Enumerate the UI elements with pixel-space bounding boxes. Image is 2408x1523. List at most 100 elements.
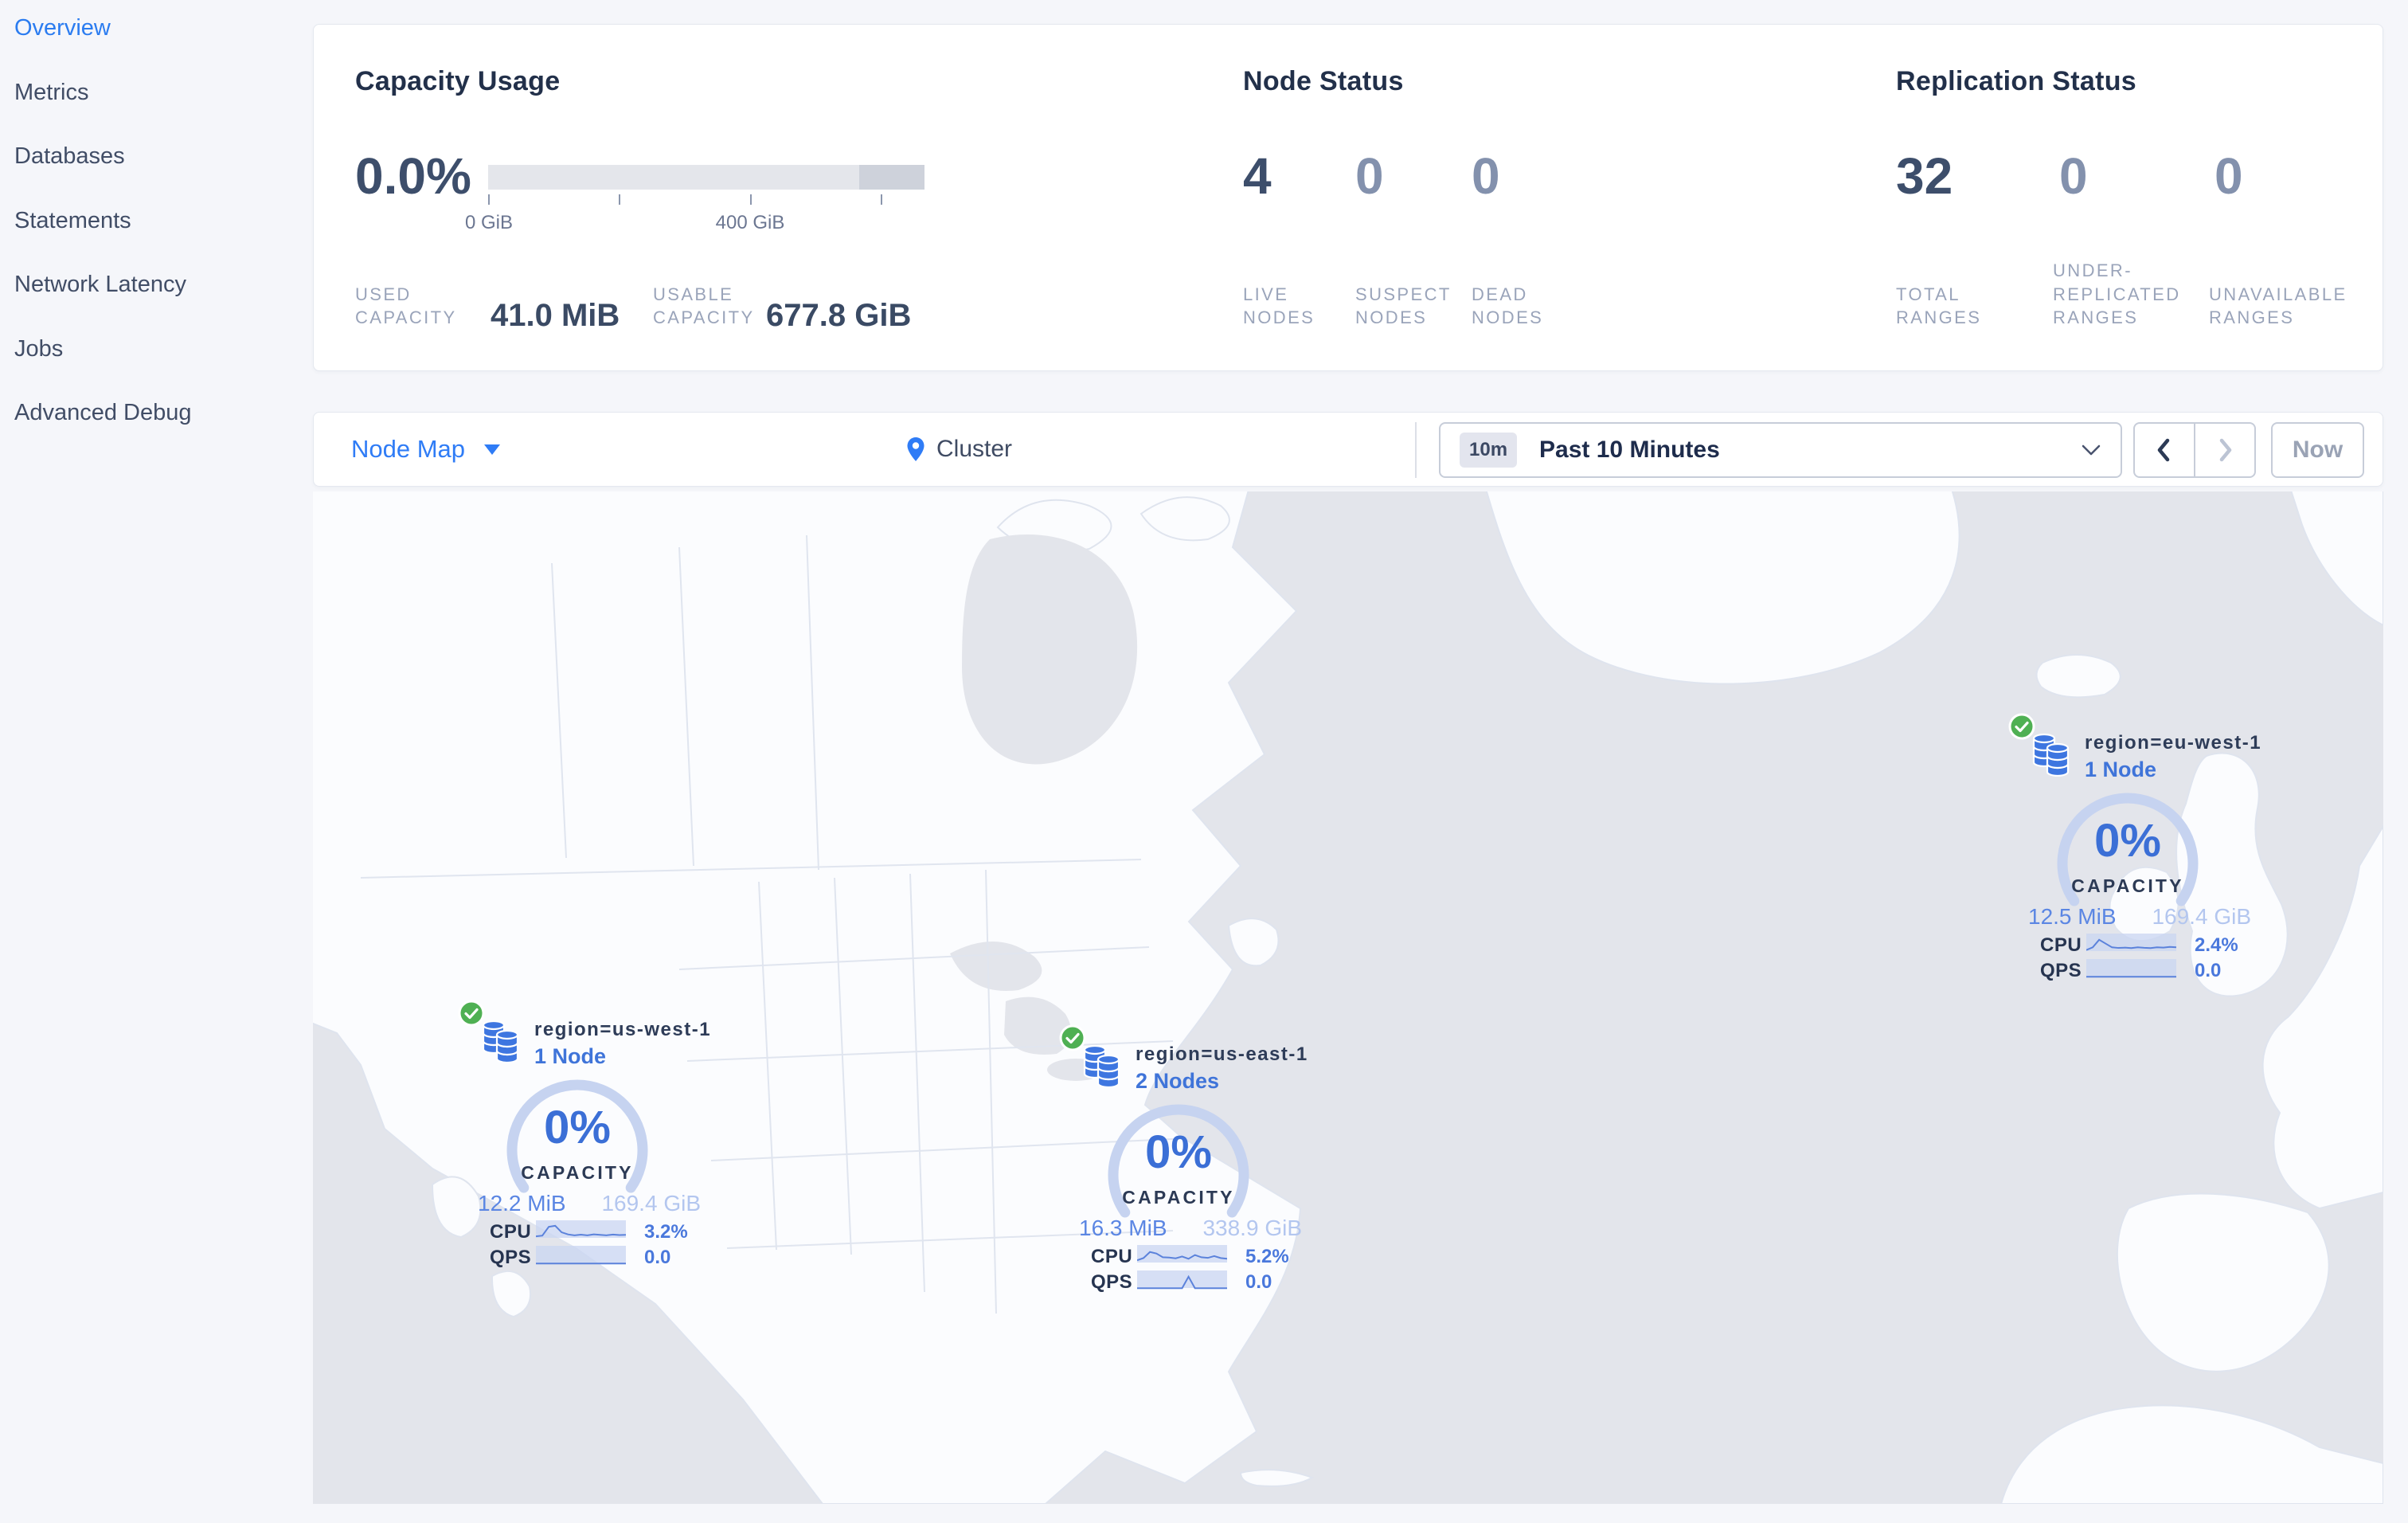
sidebar-item-jobs[interactable]: Jobs bbox=[14, 336, 64, 362]
capacity-axis-label-0: 0 GiB bbox=[464, 212, 514, 233]
cpu-value: 2.4% bbox=[2195, 934, 2238, 956]
sidebar-item-overview[interactable]: Overview bbox=[14, 15, 111, 41]
unavailable-ranges-value: 0 bbox=[2214, 147, 2243, 205]
capacity-gauge-arc bbox=[2057, 793, 2199, 906]
sidebar-item-metrics[interactable]: Metrics bbox=[14, 80, 89, 105]
dead-nodes-label: DEAD NODES bbox=[1472, 284, 1544, 328]
view-selector-dropdown[interactable]: Node Map bbox=[351, 435, 501, 464]
qps-label: QPS bbox=[1091, 1271, 1133, 1293]
region-node-count-link[interactable]: 2 Nodes bbox=[1136, 1069, 1220, 1093]
check-circle-icon bbox=[2008, 713, 2035, 740]
qps-label: QPS bbox=[490, 1247, 532, 1268]
suspect-nodes-label: SUSPECT NODES bbox=[1355, 284, 1452, 328]
region-name: region=eu-west-1 bbox=[2085, 732, 2262, 754]
world-map-graphic bbox=[313, 491, 2383, 1504]
time-range-badge: 10m bbox=[1460, 433, 1518, 468]
region-marker-us-east-1[interactable]: region=us-east-1 2 Nodes 0% CAPACITY 16.… bbox=[1059, 1023, 1322, 1298]
capacity-bar bbox=[488, 165, 924, 190]
check-circle-icon bbox=[458, 1000, 485, 1027]
capacity-gauge-arc bbox=[506, 1079, 648, 1193]
sidebar: Overview Metrics Databases Statements Ne… bbox=[0, 0, 312, 1523]
region-name: region=us-west-1 bbox=[534, 1019, 712, 1040]
cpu-sparkline bbox=[1137, 1245, 1227, 1263]
now-button[interactable]: Now bbox=[2271, 422, 2364, 478]
region-capacity-percent: 0% bbox=[1145, 1126, 1212, 1178]
capacity-axis-tick bbox=[619, 194, 620, 205]
unavailable-ranges-label: UNAVAILABLE RANGES bbox=[2209, 284, 2347, 328]
capacity-percent: 0.0% bbox=[355, 147, 471, 205]
cpu-label: CPU bbox=[490, 1221, 532, 1243]
region-node-count-link[interactable]: 1 Node bbox=[534, 1044, 607, 1068]
view-selector-label: Node Map bbox=[351, 435, 466, 463]
capacity-axis-tick bbox=[750, 194, 752, 205]
qps-value: 0.0 bbox=[2195, 960, 2222, 981]
region-used-capacity: 12.5 MiB bbox=[2028, 904, 2117, 929]
time-range-label: Past 10 Minutes bbox=[1539, 437, 1720, 463]
chevron-right-icon bbox=[2219, 438, 2232, 462]
capacity-axis-tick bbox=[488, 194, 490, 205]
qps-sparkline bbox=[2086, 959, 2176, 978]
region-name: region=us-east-1 bbox=[1136, 1043, 1308, 1065]
live-nodes-value: 4 bbox=[1243, 147, 1272, 205]
node-status-title: Node Status bbox=[1243, 66, 1404, 96]
sidebar-item-databases[interactable]: Databases bbox=[14, 143, 125, 169]
cpu-label: CPU bbox=[2040, 934, 2082, 956]
qps-value: 0.0 bbox=[644, 1247, 671, 1268]
chevron-down-icon bbox=[2082, 444, 2101, 456]
database-stack-icon bbox=[1083, 1044, 1120, 1088]
qps-label: QPS bbox=[2040, 960, 2082, 981]
cpu-value: 3.2% bbox=[644, 1221, 688, 1243]
region-capacity-percent: 0% bbox=[2094, 815, 2161, 867]
sidebar-item-statements[interactable]: Statements bbox=[14, 208, 131, 233]
region-capacity-percent: 0% bbox=[544, 1102, 611, 1153]
total-ranges-label: TOTAL RANGES bbox=[1896, 284, 1982, 328]
under-replicated-ranges-value: 0 bbox=[2059, 147, 2088, 205]
cpu-sparkline bbox=[2086, 934, 2176, 951]
time-step-forward-button[interactable] bbox=[2195, 424, 2254, 476]
total-ranges-value: 32 bbox=[1896, 147, 1953, 205]
region-usable-capacity: 338.9 GiB bbox=[1202, 1216, 1302, 1240]
usable-capacity-value: 677.8 GiB bbox=[766, 298, 912, 333]
toolbar-divider bbox=[1415, 422, 1417, 478]
under-replicated-ranges-label: UNDER-REPLICATED RANGES bbox=[2053, 260, 2181, 328]
time-range-dropdown[interactable]: 10m Past 10 Minutes bbox=[1439, 422, 2122, 478]
check-circle-icon bbox=[1059, 1024, 1086, 1051]
breadcrumb-label: Cluster bbox=[936, 436, 1013, 462]
cluster-summary-card: Capacity Usage 0.0% 0 GiB 400 GiB USED C… bbox=[313, 24, 2383, 371]
region-used-capacity: 16.3 MiB bbox=[1079, 1216, 1167, 1240]
breadcrumb[interactable]: Cluster bbox=[906, 436, 1012, 463]
sidebar-item-network-latency[interactable]: Network Latency bbox=[14, 272, 186, 297]
database-stack-icon bbox=[482, 1020, 519, 1063]
capacity-axis-tick bbox=[881, 194, 882, 205]
region-capacity-label: CAPACITY bbox=[521, 1162, 634, 1183]
replication-status-title: Replication Status bbox=[1896, 66, 2137, 96]
qps-sparkline bbox=[1137, 1270, 1227, 1290]
sidebar-item-advanced-debug[interactable]: Advanced Debug bbox=[14, 400, 192, 425]
region-capacity-label: CAPACITY bbox=[1122, 1187, 1235, 1208]
chevron-left-icon bbox=[2157, 438, 2170, 462]
cpu-sparkline bbox=[536, 1220, 626, 1238]
database-stack-icon bbox=[2032, 733, 2070, 777]
time-step-back-button[interactable] bbox=[2135, 424, 2195, 476]
region-node-count-link[interactable]: 1 Node bbox=[2085, 758, 2157, 781]
map-toolbar: Node Map Cluster 10m Past 10 Minutes bbox=[313, 412, 2383, 487]
qps-sparkline bbox=[536, 1246, 626, 1265]
region-capacity-label: CAPACITY bbox=[2071, 875, 2184, 896]
region-marker-eu-west-1[interactable]: region=eu-west-1 1 Node 0% CAPACITY 12.5… bbox=[2008, 711, 2271, 986]
location-pin-icon bbox=[907, 437, 924, 461]
region-marker-us-west-1[interactable]: region=us-west-1 1 Node 0% CAPACITY 12.2… bbox=[458, 998, 721, 1273]
time-step-buttons bbox=[2133, 422, 2256, 478]
usable-capacity-label: USABLE CAPACITY bbox=[653, 284, 755, 328]
region-used-capacity: 12.2 MiB bbox=[478, 1191, 566, 1216]
dead-nodes-value: 0 bbox=[1472, 147, 1500, 205]
capacity-gauge-arc bbox=[1108, 1104, 1249, 1218]
live-nodes-label: LIVE NODES bbox=[1243, 284, 1315, 328]
capacity-bar-segment bbox=[858, 165, 924, 190]
used-capacity-value: 41.0 MiB bbox=[491, 298, 620, 333]
qps-value: 0.0 bbox=[1245, 1271, 1272, 1293]
caret-down-icon bbox=[484, 444, 501, 455]
node-map: region=us-west-1 1 Node 0% CAPACITY 12.2… bbox=[313, 491, 2383, 1504]
capacity-axis-label-400: 400 GiB bbox=[715, 212, 785, 233]
capacity-usage-title: Capacity Usage bbox=[355, 66, 561, 96]
